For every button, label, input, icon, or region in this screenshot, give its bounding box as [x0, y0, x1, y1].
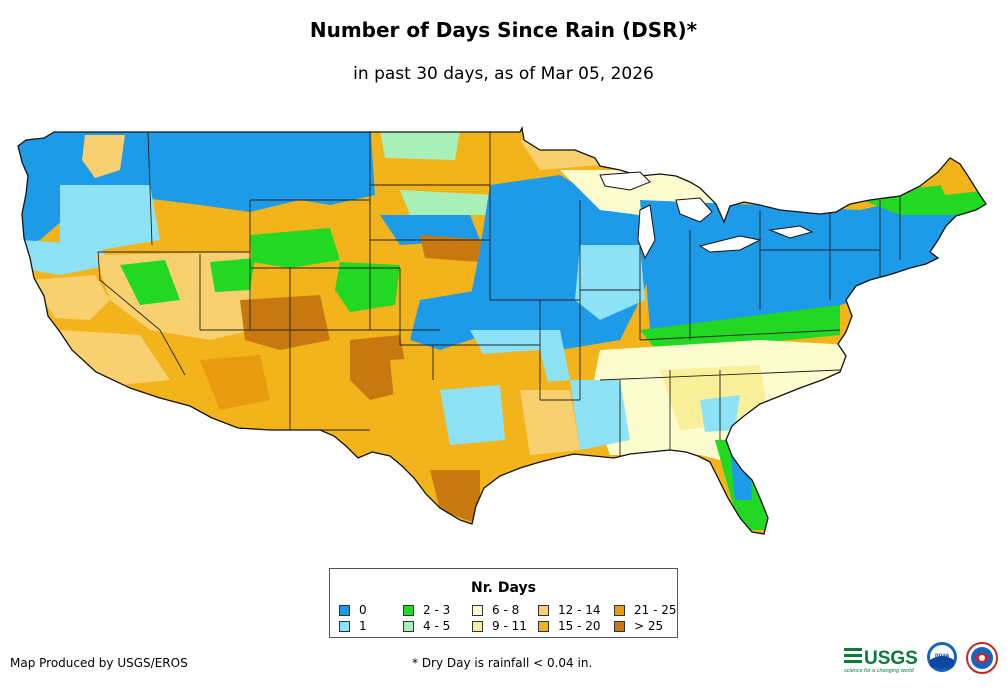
footnote: * Dry Day is rainfall < 0.04 in.: [412, 656, 593, 670]
legend-item: 15 - 20: [538, 619, 601, 633]
legend-item: 21 - 25: [614, 603, 677, 617]
legend-swatch: [614, 604, 625, 616]
map-credit: Map Produced by USGS/EROS: [10, 656, 188, 670]
legend-swatch: [339, 620, 350, 632]
legend-swatch: [538, 620, 549, 632]
usgs-tagline: science for a changing world: [844, 668, 915, 674]
legend-item: 12 - 14: [538, 603, 601, 617]
legend-title: Nr. Days: [471, 580, 536, 596]
legend-item: 0: [339, 603, 367, 617]
legend-label: 2 - 3: [423, 603, 451, 617]
legend-label: 21 - 25: [634, 603, 677, 617]
legend-item: 4 - 5: [403, 619, 450, 633]
legend-swatch: [472, 604, 483, 616]
legend-item: 1: [339, 619, 367, 633]
us-dsr-map: [17, 125, 987, 535]
legend-label: 1: [359, 619, 367, 633]
legend-label: 0: [359, 603, 367, 617]
legend-label: 9 - 11: [492, 619, 527, 633]
nws-logo-icon: [966, 642, 998, 674]
noaa-wordmark: noaa: [935, 653, 950, 659]
legend-label: 4 - 5: [423, 619, 451, 633]
legend-item: > 25: [614, 619, 663, 633]
legend-label: 12 - 14: [558, 603, 601, 617]
map-subtitle: in past 30 days, as of Mar 05, 2026: [353, 64, 654, 84]
legend-label: 6 - 8: [492, 603, 520, 617]
map-title: Number of Days Since Rain (DSR)*: [309, 18, 698, 42]
legend-swatch: [403, 604, 414, 616]
legend-swatch: [538, 604, 549, 616]
usgs-logo: USGS science for a changing world: [844, 648, 918, 674]
legend-label: 15 - 20: [558, 619, 601, 633]
legend-item: 6 - 8: [472, 603, 519, 617]
legend-label: > 25: [634, 619, 664, 633]
legend-swatch: [472, 620, 483, 632]
legend-item: 9 - 11: [472, 619, 527, 633]
legend-swatch: [403, 620, 414, 632]
legend-swatch: [614, 620, 625, 632]
legend-item: 2 - 3: [403, 603, 450, 617]
legend-swatch: [339, 604, 350, 616]
noaa-logo: noaa: [927, 642, 957, 672]
usgs-wordmark: USGS: [864, 648, 918, 669]
legend: Nr. Days 0 1 2 - 3 4 - 5 6 - 8 9 - 11 12 - 14 1…: [329, 568, 678, 638]
agency-logos: USGS science for a changing world noaa: [844, 642, 998, 674]
